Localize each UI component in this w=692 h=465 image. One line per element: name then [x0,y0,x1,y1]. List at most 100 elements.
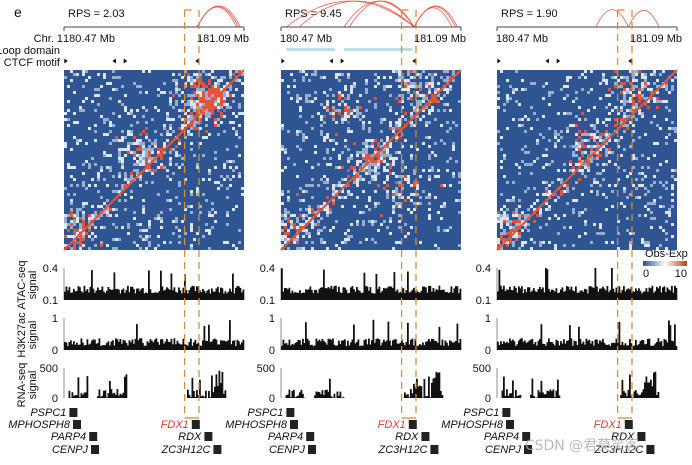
heatmap-cell [566,127,569,130]
signal-bar [623,391,625,398]
heatmap-cell [103,73,106,76]
signal-bar [194,339,197,350]
heatmap-cell [419,76,422,79]
heatmap-cell [518,124,521,127]
heatmap-cell [629,109,632,112]
signal-bar [458,293,460,300]
heatmap-cell [229,160,232,163]
signal-bar [563,291,565,300]
heatmap-cell [145,136,148,139]
heatmap-cell [350,91,353,94]
heatmap-cell [599,184,602,187]
heatmap-cell [506,244,509,247]
heatmap-cell [338,73,341,76]
heatmap-cell [611,76,614,79]
signal-bar [79,344,81,350]
signal-bar [426,292,429,300]
heatmap-cell [196,94,199,97]
heatmap-cell [608,88,611,91]
signal-bar [521,286,523,300]
signal-bar [118,289,120,300]
heatmap-cell [518,232,521,235]
heatmap-cell [214,103,217,106]
heatmap-cell [542,136,545,139]
heatmap-cell [335,142,338,145]
heatmap-cell [130,178,133,181]
heatmap-cell [220,94,223,97]
signal-bar [336,291,339,300]
heatmap-cell [190,115,193,118]
heatmap-cell [623,124,626,127]
heatmap-cell [199,211,202,214]
heatmap-cell [623,190,626,193]
heatmap-cell [317,220,320,223]
heatmap-cell [593,157,596,160]
heatmap-cell [341,115,344,118]
heatmap-cell [299,247,302,250]
signal-bar [669,290,672,300]
heatmap-cell [638,109,641,112]
heatmap-cell [542,241,545,244]
signal-bar [309,286,312,300]
heatmap-cell [626,100,629,103]
heatmap-cell [650,73,653,76]
heatmap-cell [500,214,503,217]
signal-bar [542,343,544,350]
signal-bar [435,341,438,350]
heatmap-cell [641,154,644,157]
heatmap-cell [587,109,590,112]
heatmap-cell [223,91,226,94]
gene-label: ZC3H12C [593,444,643,456]
heatmap-cell [665,247,668,250]
heatmap-cell [106,244,109,247]
heatmap-cell [620,154,623,157]
heatmap-cell [205,100,208,103]
heatmap-cell [67,124,70,127]
heatmap-cell [362,220,365,223]
heatmap-cell [88,229,91,232]
heatmap-cell [302,235,305,238]
signal-bar [602,338,604,350]
signal-bar [315,391,318,398]
heatmap-cell [644,73,647,76]
heatmap-cell [94,130,97,133]
heatmap-cell [299,97,302,100]
heatmap-cell [211,106,214,109]
signal-bar [383,339,385,350]
heatmap-cell [413,106,416,109]
signal-bar [554,291,556,300]
heatmap-cell [581,88,584,91]
signal-bar [651,285,654,300]
heatmap-cell [199,106,202,109]
signal-bar [600,288,603,300]
gene-body [624,420,633,429]
signal-bar [585,338,588,350]
heatmap-cell [124,175,127,178]
heatmap-cell [416,94,419,97]
signal-bar [70,292,72,300]
heatmap-cell [139,148,142,151]
heatmap-cell [422,190,425,193]
signal-bar [456,286,459,300]
heatmap-cell [602,163,605,166]
heatmap-cell [287,196,290,199]
heatmap-cell [593,124,596,127]
heatmap-cell [223,103,226,106]
heatmap-cell [407,82,410,85]
signal-bar [438,285,441,300]
signal-bar [510,289,513,300]
heatmap-cell [118,76,121,79]
heatmap-cell [154,130,157,133]
signal-bar [552,290,555,300]
heatmap-cell [73,223,76,226]
heatmap-cell [581,112,584,115]
heatmap-cell [202,235,205,238]
heatmap-cell [506,181,509,184]
signal-bar [576,345,579,350]
signal-bar [323,340,325,350]
heatmap-cell [581,151,584,154]
heatmap-cell [118,157,121,160]
heatmap-cell [524,145,527,148]
signal-bar [127,345,129,350]
signal-bar [645,376,648,398]
